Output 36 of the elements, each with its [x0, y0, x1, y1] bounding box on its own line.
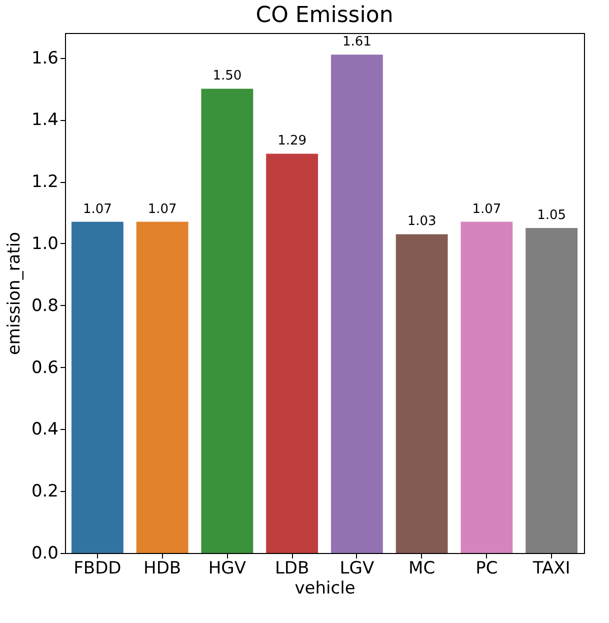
bar: [266, 154, 318, 553]
bar: [526, 228, 578, 553]
y-tick-label: 0.4: [31, 420, 58, 440]
bar: [136, 222, 188, 553]
data-label: 1.07: [82, 202, 112, 217]
bar: [460, 222, 513, 553]
data-label: 1.61: [342, 34, 372, 50]
x-tick-label: HGV: [208, 558, 246, 578]
data-label: 1.29: [278, 134, 307, 149]
data-label: 1.05: [537, 208, 566, 223]
chart-title: CO Emission: [256, 3, 394, 28]
data-label: 1.50: [212, 68, 242, 84]
y-tick-label: 1.0: [31, 234, 58, 254]
x-tick-label: MC: [408, 558, 436, 578]
data-label: 1.07: [148, 202, 177, 217]
bar: [396, 234, 448, 553]
x-tick-label: PC: [476, 558, 498, 578]
x-tick-label: HDB: [144, 558, 182, 578]
data-label: 1.07: [472, 202, 502, 217]
y-tick-label: 0.8: [31, 296, 58, 316]
y-tick-label: 1.2: [31, 172, 58, 192]
y-tick-label: 1.6: [31, 48, 58, 68]
bar: [330, 54, 383, 553]
x-tick-label: FBDD: [74, 558, 122, 578]
x-tick-label: TAXI: [532, 558, 570, 578]
bar: [201, 88, 254, 553]
y-axis-title: emission_ratio: [4, 232, 24, 356]
y-tick-label: 0.0: [31, 544, 58, 564]
y-tick-label: 0.2: [31, 482, 58, 502]
y-tick-label: 0.6: [31, 358, 58, 378]
bar: [71, 222, 124, 553]
x-tick-label: LDB: [274, 558, 310, 578]
x-axis-title: vehicle: [294, 578, 356, 598]
x-tick-label: LGV: [340, 558, 374, 578]
y-tick-label: 1.4: [31, 110, 58, 130]
data-label: 1.03: [407, 214, 436, 230]
